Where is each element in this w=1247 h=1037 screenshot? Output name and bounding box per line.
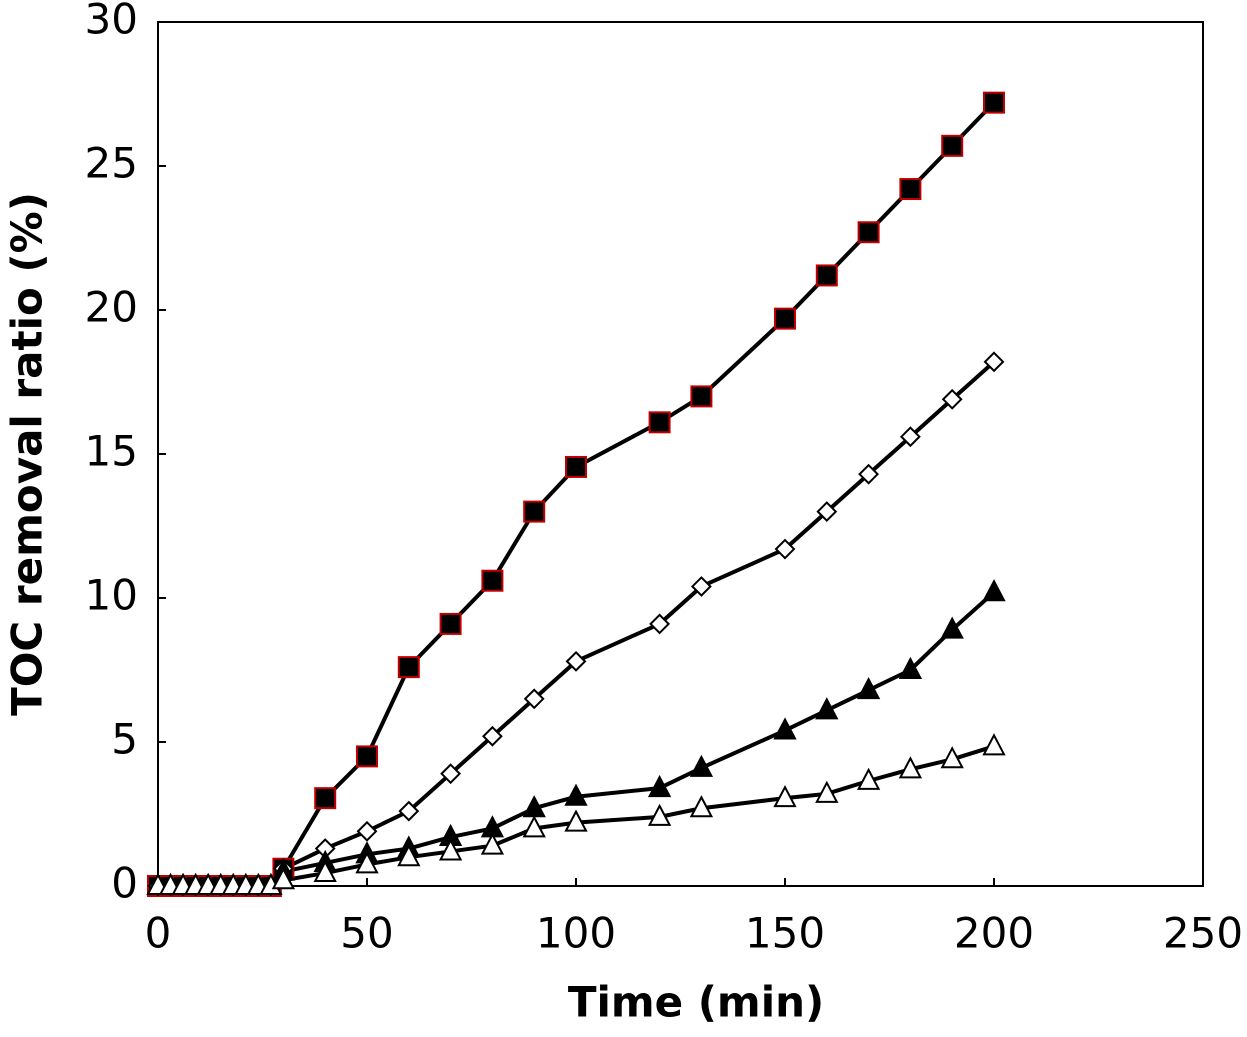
marker [773, 785, 797, 808]
marker [565, 650, 587, 672]
marker [940, 616, 964, 639]
x-tick-label: 0 [145, 909, 172, 958]
marker [398, 800, 420, 822]
series-line [158, 360, 996, 888]
marker [522, 815, 546, 838]
marker [649, 613, 671, 635]
marker [816, 501, 838, 523]
y-tick-label: 0 [111, 859, 138, 908]
marker [774, 538, 796, 560]
marker [438, 838, 463, 861]
marker [982, 733, 1006, 756]
marker [648, 411, 671, 434]
marker [565, 455, 587, 478]
marker [898, 656, 923, 679]
marker [397, 656, 420, 679]
marker [982, 579, 1006, 602]
marker [523, 688, 545, 710]
marker [689, 754, 714, 777]
marker [941, 388, 963, 410]
marker [564, 809, 588, 832]
marker [773, 717, 797, 740]
x-tick-label: 200 [954, 909, 1034, 958]
marker [815, 697, 839, 720]
x-tick-label: 150 [745, 909, 825, 958]
y-tick-label: 5 [111, 715, 138, 764]
marker [564, 783, 588, 806]
marker [983, 91, 1005, 114]
marker [899, 178, 922, 201]
marker [356, 745, 378, 768]
y-tick-label: 15 [85, 427, 138, 476]
marker [397, 844, 421, 867]
marker [271, 867, 296, 890]
marker [940, 746, 964, 769]
marker [440, 763, 462, 785]
y-tick-label: 30 [85, 0, 138, 44]
marker [481, 569, 504, 592]
marker [355, 851, 379, 874]
series-line [158, 590, 996, 888]
y-tick-label: 20 [85, 283, 138, 332]
x-tick-label: 100 [536, 909, 616, 958]
marker [523, 500, 546, 523]
marker [858, 463, 880, 485]
y-tick-label: 10 [85, 571, 138, 620]
marker [856, 767, 881, 790]
marker [815, 264, 838, 287]
marker [857, 221, 880, 244]
y-axis-label: TOC removal ratio (%) [3, 192, 52, 716]
marker [690, 385, 713, 408]
marker [690, 576, 712, 597]
marker [480, 832, 505, 855]
x-tick-label: 250 [1163, 909, 1243, 958]
marker [647, 774, 672, 798]
x-axis-label: Time (min) [568, 978, 824, 1027]
marker [313, 859, 337, 883]
marker [356, 820, 378, 842]
marker [815, 780, 839, 803]
y-tick-label: 25 [85, 139, 138, 188]
marker [314, 787, 337, 810]
marker [899, 426, 921, 448]
marker [941, 134, 964, 157]
marker [439, 612, 462, 635]
plot-frame [157, 21, 1204, 887]
marker [481, 725, 503, 747]
marker [774, 307, 796, 330]
marker [856, 677, 881, 700]
marker [898, 756, 923, 779]
marker [983, 351, 1005, 373]
marker [689, 795, 714, 818]
x-tick-label: 50 [340, 909, 393, 958]
marker [647, 803, 672, 826]
